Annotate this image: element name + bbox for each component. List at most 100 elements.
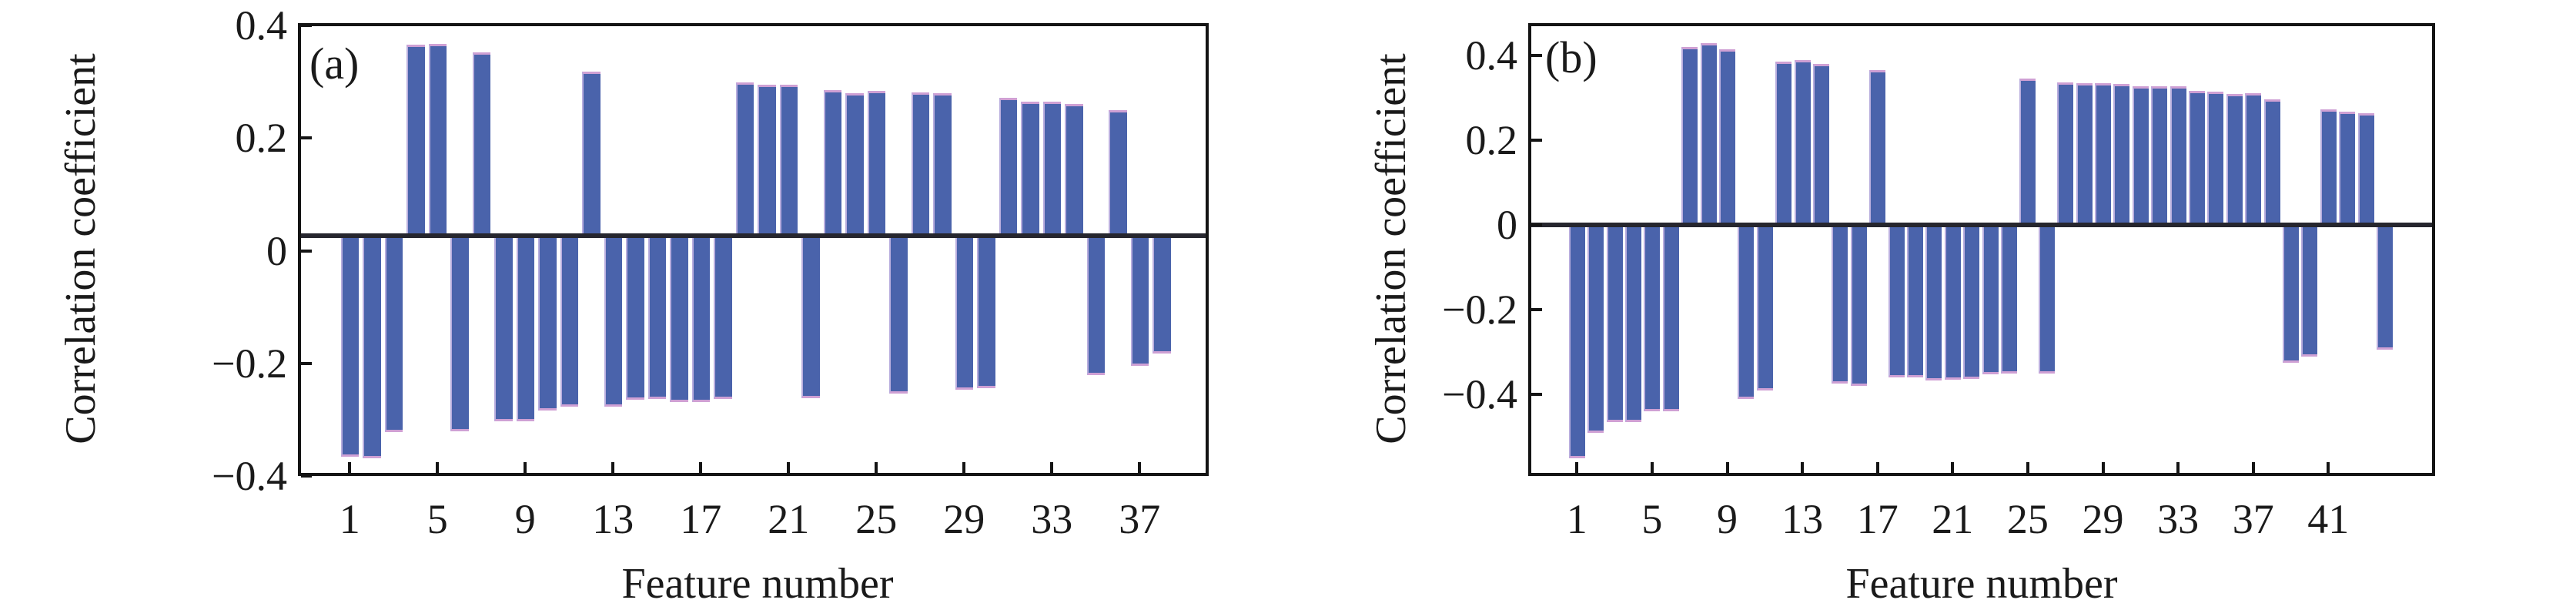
bar-feature-8: [494, 236, 513, 421]
bar-feature-36: [1109, 110, 1127, 236]
bar-feature-38: [1153, 236, 1171, 354]
bar-feature-15: [647, 236, 667, 400]
bar-feature-30: [2113, 84, 2130, 225]
x-tick-panel-b: [2101, 462, 2105, 473]
bar-feature-28: [933, 93, 952, 236]
bar-feature-43: [2357, 112, 2374, 225]
bar-feature-36: [2226, 93, 2243, 225]
bar-feature-18: [1888, 225, 1905, 377]
bar-feature-33: [2170, 85, 2186, 225]
panel-label-b: (b): [1545, 32, 1597, 82]
x-tick-label-panel-b: 25: [2006, 496, 2049, 542]
bar-feature-1: [1568, 225, 1585, 458]
y-tick-panel-b: [1531, 223, 1542, 226]
bar-feature-29: [955, 236, 974, 390]
x-tick-panel-b: [1725, 462, 1729, 473]
bar-feature-41: [2320, 109, 2337, 225]
x-tick-panel-a: [787, 462, 791, 473]
y-tick-label-panel-b: 0: [1497, 202, 1517, 248]
x-tick-label-panel-b: 33: [2157, 496, 2200, 542]
bar-feature-10: [1738, 225, 1755, 399]
bar-feature-21: [779, 84, 798, 236]
x-tick-panel-b: [2176, 462, 2180, 473]
bar-feature-7: [472, 52, 491, 236]
y-tick-panel-b: [1531, 308, 1542, 311]
bar-feature-6: [450, 236, 469, 431]
bar-feature-34: [2189, 90, 2205, 225]
bar-feature-31: [2132, 86, 2149, 225]
bar-feature-9: [516, 236, 535, 421]
bar-feature-25: [867, 91, 886, 236]
bar-feature-16: [1850, 225, 1867, 386]
bar-feature-35: [1086, 236, 1106, 376]
bar-feature-39: [2283, 225, 2299, 363]
bar-feature-5: [1644, 225, 1661, 411]
bar-feature-17: [1869, 70, 1886, 225]
bar-feature-37: [2245, 92, 2262, 225]
bar-feature-22: [801, 236, 820, 398]
bar-feature-13: [1794, 59, 1811, 225]
bar-feature-44: [2377, 225, 2393, 350]
y-axis-title-panel-a: Correlation coefficient: [57, 53, 105, 444]
y-tick-label-panel-a: −0.2: [212, 340, 287, 387]
x-tick-label-panel-b: 17: [1856, 496, 1899, 542]
y-tick-label-panel-a: 0: [266, 227, 287, 274]
bar-feature-5: [428, 43, 447, 236]
bar-feature-20: [758, 84, 776, 236]
bar-feature-28: [2076, 82, 2093, 225]
bar-feature-15: [1832, 225, 1848, 384]
x-tick-panel-a: [1138, 462, 1142, 473]
y-tick-label-panel-b: −0.4: [1442, 371, 1517, 417]
bar-feature-32: [2151, 85, 2168, 225]
bar-feature-27: [911, 92, 930, 236]
y-tick-label-panel-a: −0.4: [212, 453, 287, 500]
x-tick-panel-b: [1650, 462, 1654, 473]
bar-feature-14: [1813, 64, 1829, 225]
x-tick-label-panel-b: 9: [1717, 496, 1738, 542]
bar-feature-11: [1756, 225, 1773, 390]
bar-feature-22: [1963, 225, 1980, 380]
bar-feature-37: [1130, 236, 1149, 366]
x-tick-panel-b: [2026, 462, 2029, 473]
y-tick-panel-b: [1531, 393, 1542, 396]
x-tick-label-panel-a: 13: [592, 496, 634, 542]
x-tick-label-panel-a: 29: [943, 496, 985, 542]
x-tick-panel-a: [524, 462, 527, 473]
x-tick-label-panel-b: 21: [1932, 496, 1974, 542]
bar-feature-3: [1606, 225, 1623, 422]
bar-feature-24: [845, 92, 864, 236]
x-tick-panel-b: [1951, 462, 1955, 473]
bar-feature-30: [977, 236, 995, 389]
x-tick-panel-b: [1801, 462, 1805, 473]
bar-feature-8: [1700, 42, 1717, 225]
bar-feature-18: [714, 236, 732, 400]
zero-baseline-panel-a: [298, 233, 1209, 238]
bar-feature-34: [1065, 104, 1083, 236]
bar-feature-10: [538, 236, 557, 411]
x-tick-panel-a: [875, 462, 878, 473]
bar-feature-40: [2301, 225, 2318, 357]
x-tick-label-panel-b: 5: [1641, 496, 1663, 542]
bar-feature-32: [1021, 102, 1039, 236]
bar-feature-21: [1944, 225, 1961, 380]
bar-feature-4: [406, 45, 425, 236]
x-tick-panel-b: [2251, 462, 2255, 473]
y-tick-panel-b: [1531, 54, 1542, 57]
x-tick-label-panel-a: 9: [514, 496, 536, 542]
x-tick-label-panel-a: 25: [855, 496, 898, 542]
bar-feature-12: [582, 71, 601, 236]
y-tick-label-panel-b: −0.2: [1442, 287, 1517, 333]
x-tick-label-panel-b: 1: [1566, 496, 1587, 542]
bar-feature-19: [1907, 225, 1923, 377]
bar-feature-20: [1925, 225, 1942, 381]
bar-feature-2: [1587, 225, 1604, 433]
bar-feature-17: [691, 236, 711, 402]
bar-feature-24: [2001, 225, 2017, 374]
x-tick-panel-b: [1875, 462, 1879, 473]
x-tick-panel-a: [699, 462, 703, 473]
bar-feature-25: [2019, 79, 2036, 225]
y-tick-panel-a: [301, 474, 312, 478]
bar-feature-7: [1681, 47, 1698, 225]
y-tick-panel-a: [301, 361, 312, 365]
panel-label-a: (a): [309, 39, 360, 89]
